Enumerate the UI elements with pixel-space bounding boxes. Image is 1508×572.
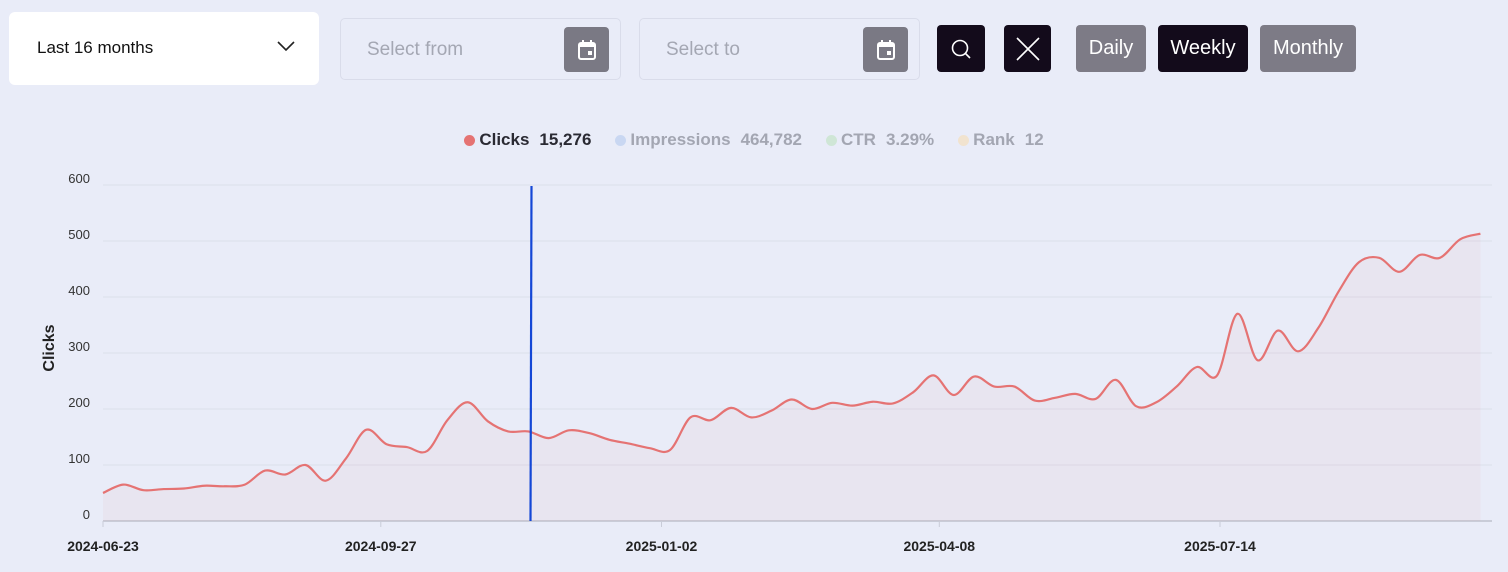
close-icon [1015, 36, 1040, 61]
search-icon [951, 39, 971, 59]
y-tick-label: 100 [68, 451, 90, 466]
granularity-button[interactable]: Monthly [1260, 25, 1356, 72]
legend-item[interactable]: CTR 3.29% [826, 130, 934, 150]
range-dropdown[interactable]: Last 16 months [9, 12, 319, 85]
legend-name: Impressions [630, 130, 731, 149]
search-button[interactable] [937, 25, 985, 72]
granularity-button[interactable]: Weekly [1158, 25, 1248, 72]
legend-item[interactable]: Clicks 15,276 [464, 130, 591, 150]
legend-dot [826, 134, 838, 146]
x-tick-label: 2024-06-23 [67, 538, 139, 554]
legend-dot [464, 134, 476, 146]
x-tick-label: 2025-01-02 [626, 538, 698, 554]
to-placeholder: Select to [666, 39, 740, 60]
x-tick-label: 2025-04-08 [903, 538, 975, 554]
y-axis-title: Clicks [41, 324, 58, 371]
range-text: Last 16 months [37, 38, 154, 57]
chevron [277, 41, 295, 52]
y-tick-label: 300 [68, 339, 90, 354]
area [103, 233, 1481, 521]
legend-name: Clicks [479, 130, 530, 149]
y-tick-label: 0 [83, 507, 90, 522]
granularity-button[interactable]: Daily [1076, 25, 1146, 72]
line [102, 232, 1481, 495]
legend-total: 3.29% [885, 130, 935, 149]
calendar-icon [577, 39, 596, 60]
y-tick-label: 200 [68, 395, 90, 410]
calendar-button[interactable] [564, 27, 609, 72]
x-tick-label: 2025-07-14 [1184, 538, 1256, 554]
legend-total: 12 [1024, 130, 1044, 149]
cursor-line [529, 185, 533, 522]
calendar-button[interactable] [863, 27, 908, 72]
from-placeholder: Select from [367, 39, 464, 60]
legend: Clicks 15,276 Impressions 464,782 CTR 3.29% Ra… [0, 130, 1508, 150]
legend-dot [615, 134, 627, 146]
y-tick-label: 600 [68, 171, 90, 186]
legend-item[interactable]: Impressions 464,782 [615, 130, 802, 150]
clear-button[interactable] [1004, 25, 1051, 72]
from-input[interactable]: Select from [340, 18, 621, 80]
legend-dot [958, 134, 970, 146]
y-tick-label: 400 [68, 283, 90, 298]
calendar-icon [876, 39, 895, 60]
legend-total: 15,276 [539, 130, 592, 149]
legend-item[interactable]: Rank 12 [958, 130, 1044, 150]
y-tick-label: 500 [68, 227, 90, 242]
x-tick-label: 2024-09-27 [345, 538, 417, 554]
legend-name: Rank [973, 130, 1015, 149]
legend-total: 464,782 [740, 130, 803, 149]
legend-name: CTR [841, 130, 876, 149]
to-input[interactable]: Select to [639, 18, 920, 80]
